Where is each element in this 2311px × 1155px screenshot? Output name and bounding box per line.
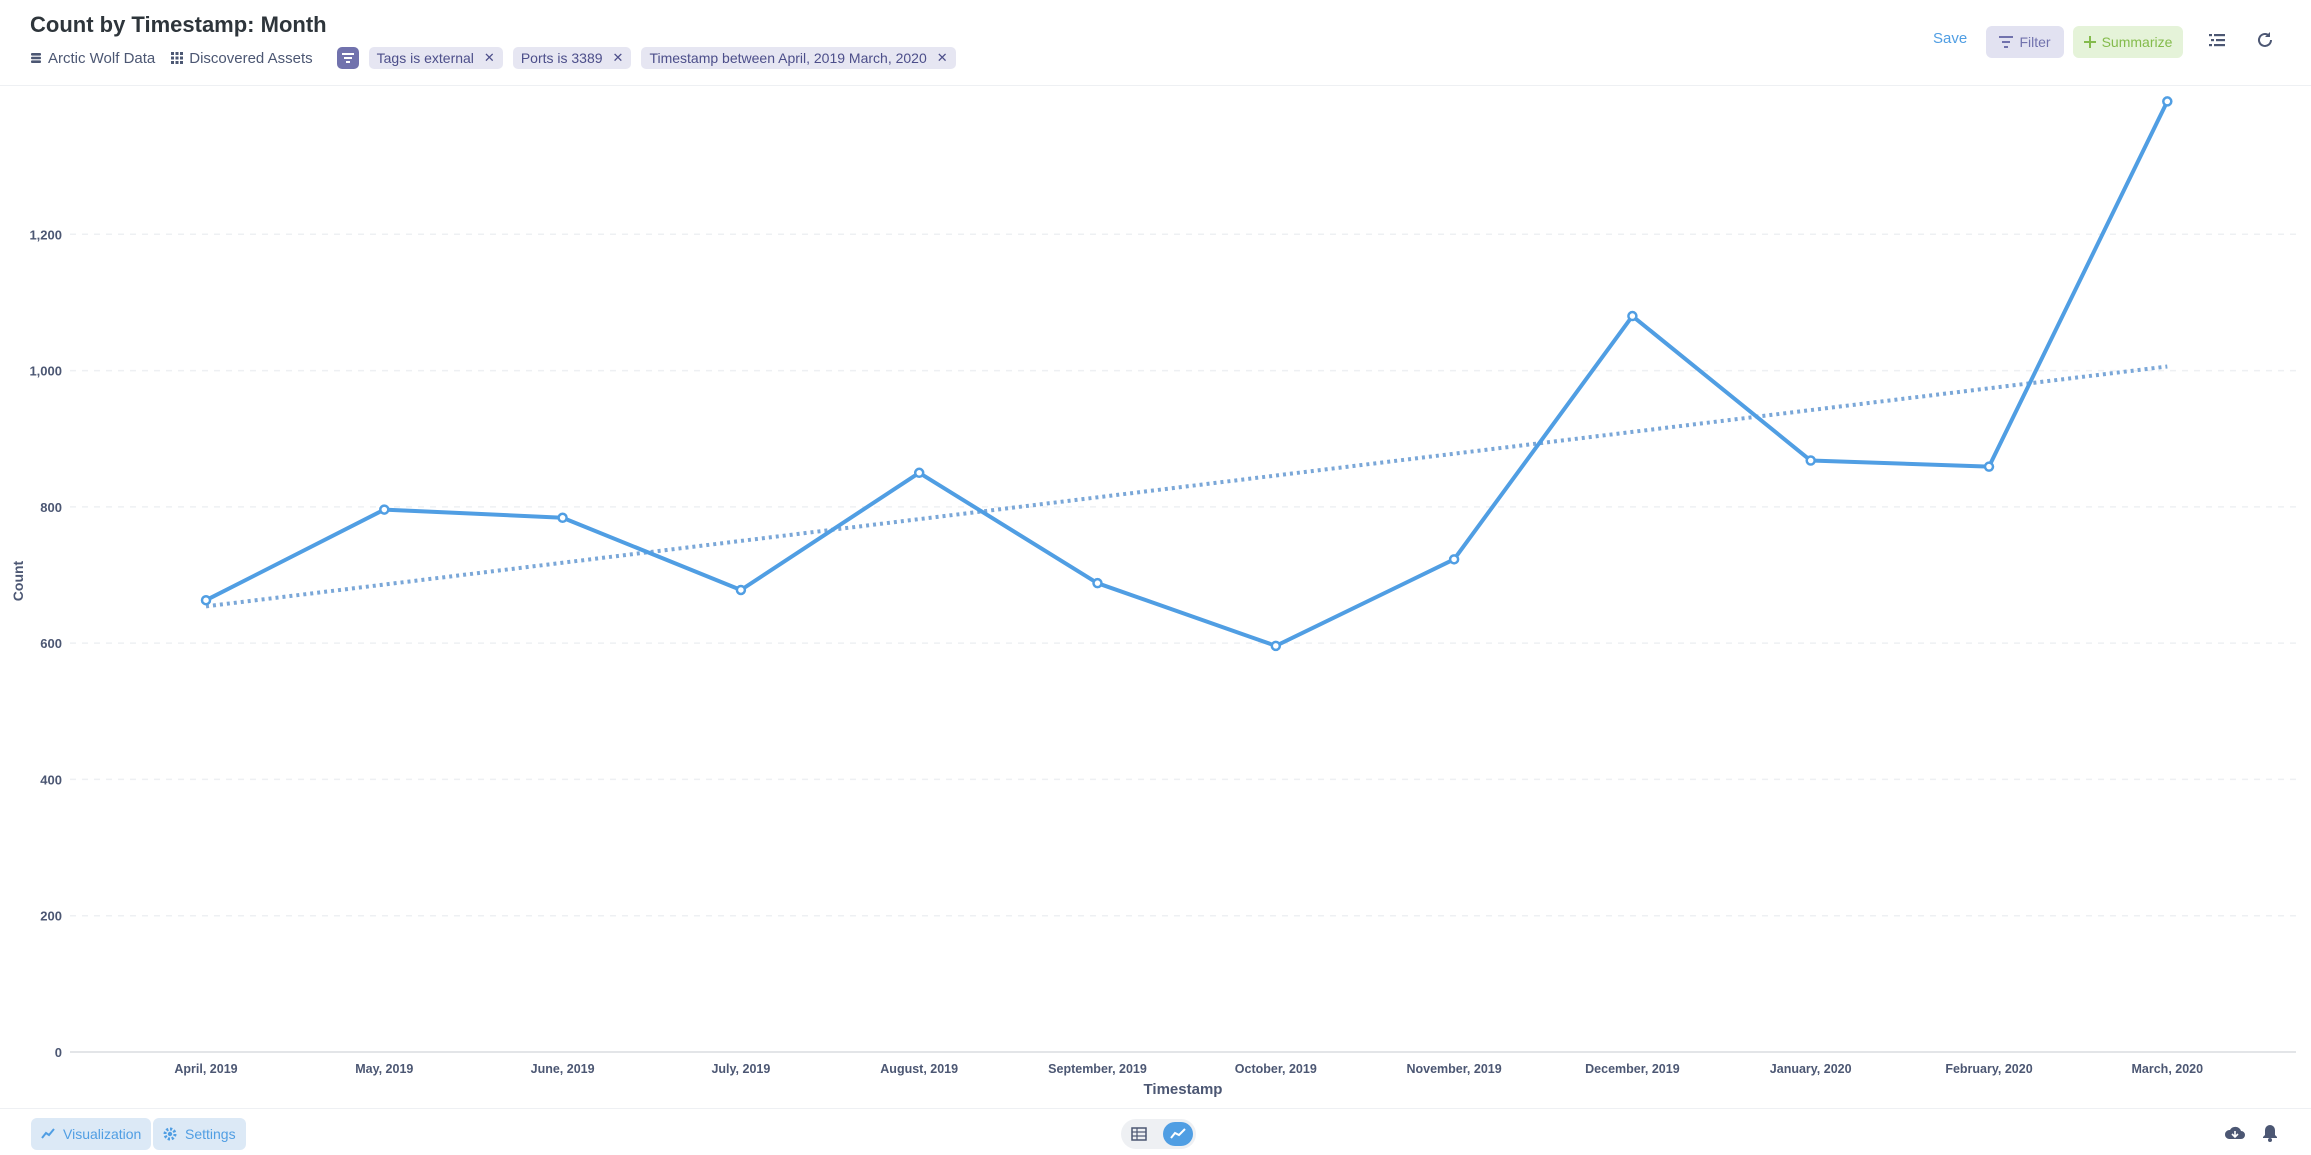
notebook-editor-icon[interactable] <box>2207 30 2227 50</box>
gear-icon <box>163 1127 177 1141</box>
data-point <box>2162 96 2173 107</box>
data-point <box>200 594 212 606</box>
x-tick-label: March, 2020 <box>2132 1062 2204 1076</box>
filter-pill-label: Tags is external <box>376 50 474 66</box>
summarize-button[interactable]: Summarize <box>2073 26 2183 58</box>
save-button[interactable]: Save <box>1933 30 1968 47</box>
display-toggle <box>1121 1119 1196 1149</box>
data-point <box>379 504 390 515</box>
remove-filter-icon[interactable]: ✕ <box>936 50 948 65</box>
y-tick-label: 1,200 <box>29 227 62 242</box>
filter-button[interactable]: Filter <box>1986 26 2064 58</box>
table-icon <box>1131 1127 1147 1141</box>
data-point <box>1805 455 1816 466</box>
x-tick-label: December, 2019 <box>1585 1062 1680 1076</box>
database-icon <box>31 53 41 63</box>
data-point <box>1448 554 1460 565</box>
plus-icon <box>2083 36 2096 48</box>
settings-button-label: Settings <box>185 1126 236 1142</box>
query-header: Count by Timestamp: Month Arctic Wolf Da… <box>0 0 2311 86</box>
chart-view-toggle[interactable] <box>1163 1122 1193 1146</box>
visualization-button-label: Visualization <box>63 1126 142 1142</box>
filter-pill-label: Timestamp between April, 2019 March, 202… <box>649 50 927 66</box>
filter-pill[interactable]: Ports is 3389 ✕ <box>512 47 632 69</box>
line-chart: 0 200 400 600 800 1,000 1,200 April, 2019 May, 2… <box>10 96 2296 1098</box>
x-axis-title: Timestamp <box>1144 1081 1223 1098</box>
y-tick-label: 600 <box>40 636 62 651</box>
x-tick-label: April, 2019 <box>174 1062 237 1076</box>
summarize-button-label: Summarize <box>2101 34 2173 50</box>
bell-icon[interactable] <box>2262 1124 2278 1142</box>
x-tick-label: May, 2019 <box>355 1062 413 1076</box>
breadcrumb-database-label: Arctic Wolf Data <box>48 49 156 67</box>
filter-pill[interactable]: Timestamp between April, 2019 March, 202… <box>641 47 956 69</box>
filter-toggle-button[interactable] <box>336 47 359 69</box>
y-axis-title: Count <box>10 560 26 601</box>
x-tick-label: January, 2020 <box>1770 1062 1852 1076</box>
series-line <box>205 100 2170 648</box>
breadcrumb-table[interactable]: Discovered Assets <box>171 49 313 67</box>
table-grid-icon <box>171 52 184 64</box>
x-tick-label: February, 2020 <box>1945 1062 2032 1076</box>
data-point <box>1983 461 1995 472</box>
breadcrumb: Arctic Wolf Data Discovered Assets Tags … <box>30 46 956 70</box>
chart-area: 0 200 400 600 800 1,000 1,200 April, 2019 May, 2… <box>0 86 2311 1106</box>
breadcrumb-database[interactable]: Arctic Wolf Data <box>30 50 155 67</box>
remove-filter-icon[interactable]: ✕ <box>612 50 624 65</box>
settings-button[interactable]: Settings <box>153 1118 246 1150</box>
visualization-button[interactable]: Visualization <box>31 1118 152 1150</box>
y-tick-label: 0 <box>55 1045 62 1060</box>
x-tick-label: June, 2019 <box>531 1062 595 1076</box>
filter-icon <box>341 53 354 63</box>
data-point <box>1627 310 1638 322</box>
data-point <box>1092 577 1103 589</box>
filter-pill[interactable]: Tags is external ✕ <box>368 47 503 69</box>
y-tick-label: 800 <box>40 500 62 515</box>
table-view-toggle[interactable] <box>1124 1122 1154 1146</box>
trend-line <box>205 364 2168 609</box>
line-chart-icon <box>1170 1128 1186 1139</box>
data-point <box>913 467 925 479</box>
breadcrumb-table-label: Discovered Assets <box>189 49 313 67</box>
x-tick-label: August, 2019 <box>880 1062 958 1076</box>
filter-icon <box>1999 36 2014 48</box>
line-chart-icon <box>41 1128 55 1139</box>
x-tick-label: November, 2019 <box>1406 1062 1501 1076</box>
y-tick-label: 200 <box>40 909 62 924</box>
y-tick-label: 1,000 <box>29 364 62 379</box>
x-tick-label: September, 2019 <box>1048 1062 1147 1076</box>
y-tick-label: 400 <box>40 772 62 787</box>
filter-button-label: Filter <box>2019 34 2051 50</box>
download-icon[interactable] <box>2224 1125 2246 1141</box>
remove-filter-icon[interactable]: ✕ <box>483 50 495 65</box>
data-point <box>735 584 747 596</box>
data-point <box>557 512 568 524</box>
data-point <box>1270 640 1282 652</box>
x-tick-label: July, 2019 <box>711 1062 770 1076</box>
filter-pill-label: Ports is 3389 <box>520 50 603 66</box>
query-footer: Visualization Settings <box>0 1108 2311 1155</box>
x-tick-label: October, 2019 <box>1235 1062 1317 1076</box>
page-title: Count by Timestamp: Month <box>30 12 327 37</box>
refresh-icon[interactable] <box>2255 30 2275 50</box>
